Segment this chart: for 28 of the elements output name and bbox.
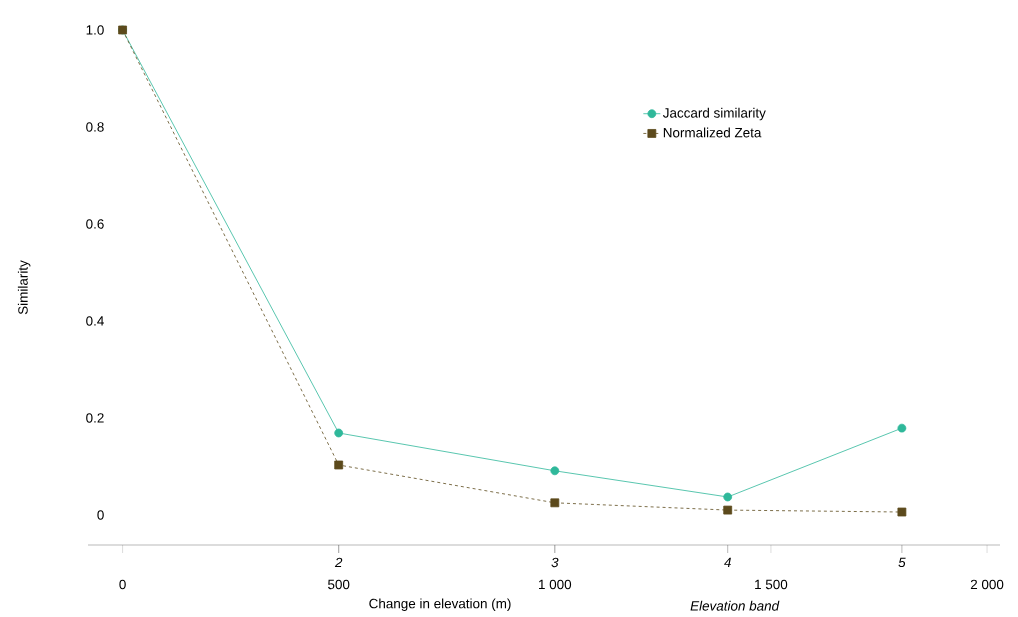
legend-label: Normalized Zeta: [663, 127, 762, 138]
point: [334, 428, 344, 438]
text: 4: [724, 557, 731, 567]
y-tick-label: 0: [97, 510, 104, 520]
y-tick-label: 0.6: [86, 219, 104, 229]
point: [723, 505, 733, 515]
point: [550, 498, 560, 508]
x-axis-title: Change in elevation (m): [369, 598, 511, 612]
text: Elevation band: [690, 600, 780, 611]
point: [897, 507, 907, 517]
y-axis-title: Similarity: [17, 260, 31, 315]
legend-label: Jaccard similarity: [662, 107, 766, 121]
y-tick-label: 0.4: [86, 316, 104, 326]
text: 3: [551, 557, 559, 568]
x-tick-label: 500: [328, 579, 350, 590]
y-tick-label: 0.8: [86, 122, 104, 132]
x-tick-label: 2 000: [970, 579, 1004, 590]
x-tick-label: 0: [119, 579, 126, 590]
x-tick-label: 1 500: [755, 579, 788, 590]
text: 2: [334, 557, 343, 568]
point: [897, 423, 907, 433]
point: [334, 460, 344, 470]
x-tick-label: 1 000: [539, 579, 572, 590]
y-tick-label: 1.0: [86, 25, 104, 35]
y-tick-label: 0.2: [86, 413, 104, 423]
point: [550, 466, 560, 476]
text: 5: [898, 557, 906, 568]
point: [723, 492, 733, 502]
